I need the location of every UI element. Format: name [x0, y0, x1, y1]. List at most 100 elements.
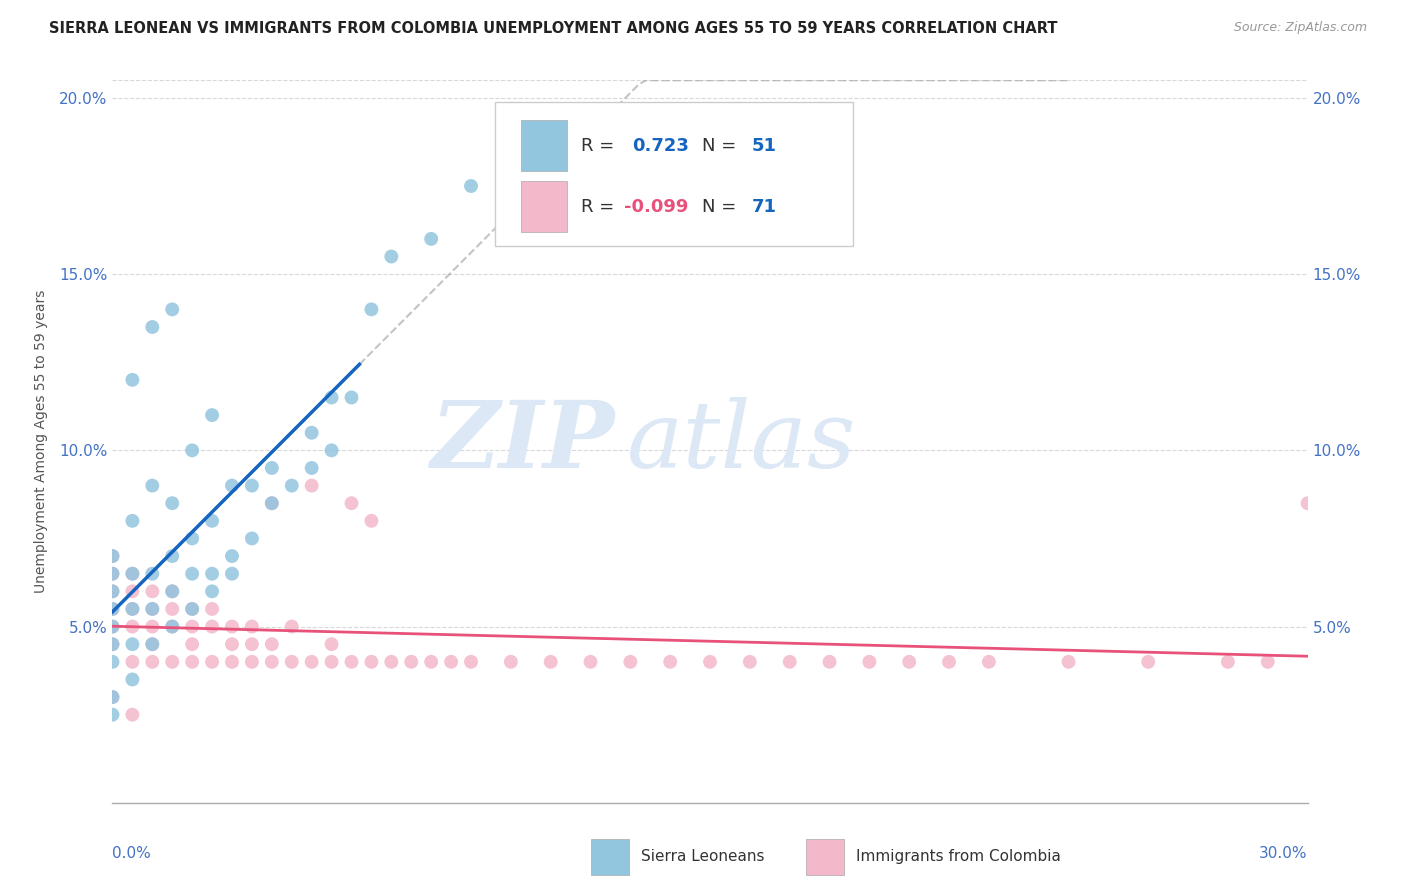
Point: [162, 602, 183, 616]
Text: 0.0%: 0.0%: [112, 847, 152, 861]
Point: [460, 655, 482, 669]
Point: [321, 391, 343, 405]
Point: [141, 655, 163, 669]
Point: [162, 549, 183, 563]
Point: [162, 584, 183, 599]
Point: [201, 566, 224, 581]
Point: [938, 655, 960, 669]
Point: [162, 655, 183, 669]
Point: [301, 461, 323, 475]
Point: [240, 655, 263, 669]
Text: SIERRA LEONEAN VS IMMIGRANTS FROM COLOMBIA UNEMPLOYMENT AMONG AGES 55 TO 59 YEAR: SIERRA LEONEAN VS IMMIGRANTS FROM COLOMB…: [49, 21, 1057, 36]
Point: [221, 566, 243, 581]
Point: [181, 566, 204, 581]
Point: [221, 637, 243, 651]
Point: [181, 619, 204, 633]
Point: [460, 179, 482, 194]
Point: [121, 566, 143, 581]
Point: [141, 619, 163, 633]
Point: [340, 496, 363, 510]
Point: [898, 655, 921, 669]
Point: [301, 425, 323, 440]
Point: [240, 637, 263, 651]
Point: [101, 690, 124, 704]
Point: [121, 566, 143, 581]
Point: [101, 602, 124, 616]
Point: [221, 619, 243, 633]
Point: [141, 566, 163, 581]
Point: [779, 655, 801, 669]
Point: [101, 619, 124, 633]
Point: [301, 478, 323, 492]
Point: [420, 232, 443, 246]
Point: [121, 707, 143, 722]
Text: -0.099: -0.099: [624, 198, 689, 216]
Point: [540, 655, 562, 669]
Point: [121, 584, 143, 599]
Point: [101, 619, 124, 633]
Point: [977, 655, 1000, 669]
Point: [201, 408, 224, 422]
Point: [260, 496, 283, 510]
Bar: [806, 838, 844, 875]
Point: [101, 637, 124, 651]
Point: [141, 602, 163, 616]
Point: [121, 637, 143, 651]
Point: [181, 602, 204, 616]
Point: [162, 496, 183, 510]
Point: [101, 566, 124, 581]
Point: [340, 391, 363, 405]
Point: [121, 602, 143, 616]
Point: [221, 655, 243, 669]
Point: [321, 655, 343, 669]
Point: [121, 673, 143, 687]
Point: [499, 655, 522, 669]
Text: atlas: atlas: [627, 397, 856, 486]
Point: [360, 302, 382, 317]
Point: [201, 619, 224, 633]
FancyBboxPatch shape: [495, 102, 853, 246]
Point: [1057, 655, 1080, 669]
Point: [619, 655, 641, 669]
Point: [420, 655, 443, 669]
Point: [101, 655, 124, 669]
Point: [1137, 655, 1160, 669]
Point: [101, 602, 124, 616]
Point: [121, 602, 143, 616]
Point: [360, 655, 382, 669]
Point: [260, 637, 283, 651]
Point: [162, 302, 183, 317]
Point: [221, 478, 243, 492]
Point: [101, 549, 124, 563]
Point: [260, 655, 283, 669]
Point: [858, 655, 880, 669]
Point: [101, 566, 124, 581]
Point: [101, 549, 124, 563]
Point: [181, 637, 204, 651]
Point: [579, 655, 602, 669]
Point: [121, 514, 143, 528]
Point: [121, 373, 143, 387]
Point: [101, 707, 124, 722]
Point: [340, 655, 363, 669]
Point: [141, 602, 163, 616]
Point: [101, 584, 124, 599]
Bar: [591, 838, 628, 875]
Text: Source: ZipAtlas.com: Source: ZipAtlas.com: [1233, 21, 1367, 34]
Point: [380, 250, 402, 264]
Point: [301, 655, 323, 669]
Point: [818, 655, 841, 669]
Point: [380, 655, 402, 669]
Point: [240, 532, 263, 546]
Point: [121, 619, 143, 633]
Text: R =: R =: [581, 198, 620, 216]
Point: [162, 584, 183, 599]
Text: 71: 71: [752, 198, 778, 216]
Point: [281, 619, 304, 633]
Point: [1216, 655, 1239, 669]
Text: 30.0%: 30.0%: [1260, 847, 1308, 861]
Point: [181, 532, 204, 546]
Text: 0.723: 0.723: [633, 136, 689, 154]
Point: [360, 514, 382, 528]
Text: 51: 51: [752, 136, 778, 154]
